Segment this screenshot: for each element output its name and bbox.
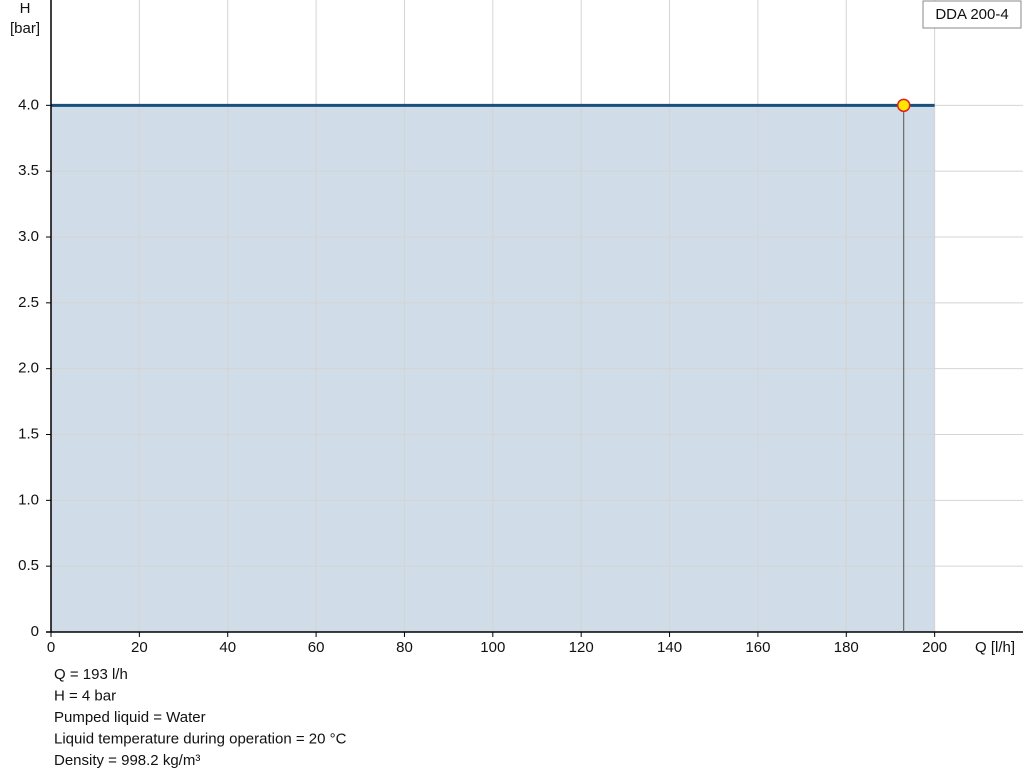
y-tick-label: 2.0 bbox=[18, 360, 39, 377]
x-tick-label: 140 bbox=[657, 639, 682, 656]
note: Density = 998.2 kg/m³ bbox=[54, 752, 200, 769]
x-tick-label: 20 bbox=[131, 639, 148, 656]
x-tick-label: 80 bbox=[396, 639, 413, 656]
note: Liquid temperature during operation = 20… bbox=[54, 730, 347, 747]
x-tick-label: 60 bbox=[308, 639, 325, 656]
legend-box bbox=[922, 0, 1022, 29]
y-axis-label: H bbox=[20, 0, 31, 17]
note: Q = 193 l/h bbox=[54, 666, 128, 683]
y-axis-label: [bar] bbox=[10, 20, 40, 37]
x-axis-label: Q [l/h] bbox=[975, 639, 1015, 656]
x-tick-label: 160 bbox=[745, 639, 770, 656]
legend-label: DDA 200-4 bbox=[935, 6, 1008, 23]
y-tick-label: 2.5 bbox=[18, 294, 39, 311]
note: Pumped liquid = Water bbox=[54, 709, 206, 726]
x-tick-label: 0 bbox=[47, 639, 55, 656]
x-tick-label: 100 bbox=[480, 639, 505, 656]
y-tick-label: 3.0 bbox=[18, 228, 39, 245]
x-tick-label: 180 bbox=[834, 639, 859, 656]
x-tick-label: 40 bbox=[219, 639, 236, 656]
y-tick-label: 4.0 bbox=[18, 96, 39, 113]
x-tick-label: 120 bbox=[569, 639, 594, 656]
y-tick-label: 0.5 bbox=[18, 557, 39, 574]
y-tick-label: 1.0 bbox=[18, 491, 39, 508]
y-tick-label: 3.5 bbox=[18, 162, 39, 179]
note: H = 4 bar bbox=[54, 687, 116, 704]
y-tick-label: 0 bbox=[31, 623, 39, 640]
x-tick-label: 200 bbox=[922, 639, 947, 656]
duty-point bbox=[896, 98, 911, 113]
y-tick-label: 1.5 bbox=[18, 425, 39, 442]
